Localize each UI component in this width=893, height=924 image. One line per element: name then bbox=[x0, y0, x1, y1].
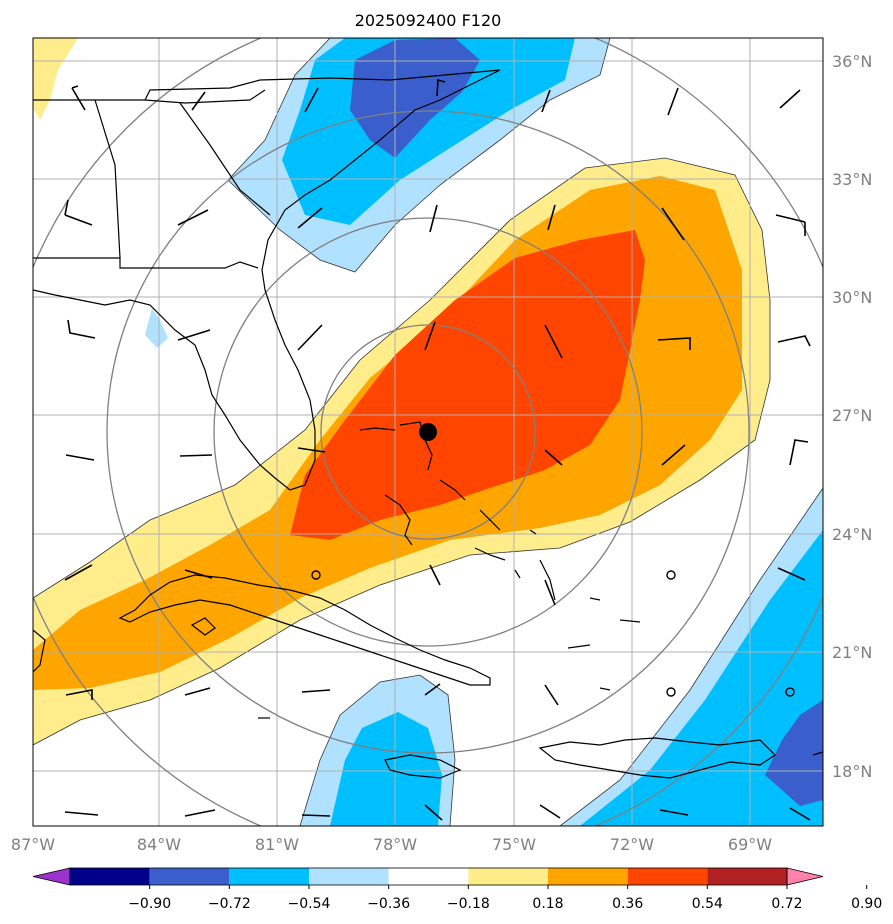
longitude-labels: 87°W 84°W 81°W 78°W 75°W 72°W 69°W bbox=[11, 835, 772, 854]
colorbar-tick-label: −0.54 bbox=[288, 896, 331, 912]
colorbar-tick-label: 0.72 bbox=[771, 896, 802, 912]
anomaly-contours bbox=[33, 38, 823, 826]
colorbar-segment bbox=[149, 868, 230, 885]
lon-label: 72°W bbox=[610, 835, 654, 854]
colorbar-tick-label: 0.54 bbox=[692, 896, 723, 912]
storm-center-marker bbox=[419, 423, 437, 441]
negative-anomaly-southeast-mid bbox=[580, 530, 823, 826]
wind-barbs bbox=[64, 78, 811, 821]
lat-label: 33°N bbox=[832, 170, 872, 189]
colorbar-segment bbox=[229, 868, 309, 885]
negative-anomaly-gulf bbox=[145, 308, 168, 348]
latitude-labels: 18°N 21°N 24°N 27°N 30°N 33°N 36°N bbox=[832, 52, 872, 781]
lat-label: 24°N bbox=[832, 525, 872, 544]
lon-label: 69°W bbox=[728, 835, 772, 854]
positive-anomaly-core bbox=[290, 230, 645, 540]
colorbar-tick-label: 0.90 bbox=[851, 896, 882, 912]
colorbar-tick-label: −0.18 bbox=[447, 896, 490, 912]
lon-label: 75°W bbox=[492, 835, 536, 854]
lat-label: 21°N bbox=[832, 643, 872, 662]
colorbar-segment bbox=[707, 868, 787, 885]
calm-wind-markers bbox=[311, 570, 795, 697]
lat-label: 30°N bbox=[832, 288, 872, 307]
colorbar-tick-label: −0.90 bbox=[128, 896, 171, 912]
colorbar-segment bbox=[309, 868, 389, 885]
map-frame bbox=[32, 37, 824, 827]
colorbar-segment bbox=[468, 868, 548, 885]
colorbar-segment bbox=[388, 868, 469, 885]
colorbar-border bbox=[69, 867, 788, 886]
colorbar-extend-high bbox=[786, 867, 824, 886]
colorbar-tick-label: 0.36 bbox=[612, 896, 643, 912]
colorbar-tick-label: 0.18 bbox=[532, 896, 563, 912]
chart-title: 2025092400 F120 bbox=[355, 11, 502, 30]
lon-label: 78°W bbox=[373, 835, 417, 854]
colorbar-segment bbox=[70, 868, 150, 885]
colorbar-tick-label: −0.36 bbox=[367, 896, 410, 912]
lon-label: 81°W bbox=[255, 835, 299, 854]
lat-label: 18°N bbox=[832, 762, 872, 781]
negative-anomaly-north-core bbox=[350, 38, 480, 158]
negative-anomaly-caribbean-inner bbox=[330, 712, 442, 826]
lon-label: 87°W bbox=[11, 835, 55, 854]
colorbar-extend-low bbox=[32, 867, 71, 886]
range-rings bbox=[33, 38, 823, 826]
colorbar-segment bbox=[548, 868, 628, 885]
lat-label: 36°N bbox=[832, 52, 872, 71]
colorbar-segment bbox=[627, 868, 708, 885]
gridlines bbox=[33, 38, 823, 826]
coastlines bbox=[33, 69, 823, 779]
colorbar-tick-label: −0.72 bbox=[208, 896, 251, 912]
lat-label: 27°N bbox=[832, 406, 872, 425]
negative-anomaly-southeast-core bbox=[765, 700, 823, 806]
colorbar: −0.90 −0.72 −0.54 −0.36 −0.18 0.18 0.36 0.54 0.7… bbox=[32, 867, 882, 912]
lon-label: 84°W bbox=[137, 835, 181, 854]
map-area bbox=[33, 38, 823, 826]
